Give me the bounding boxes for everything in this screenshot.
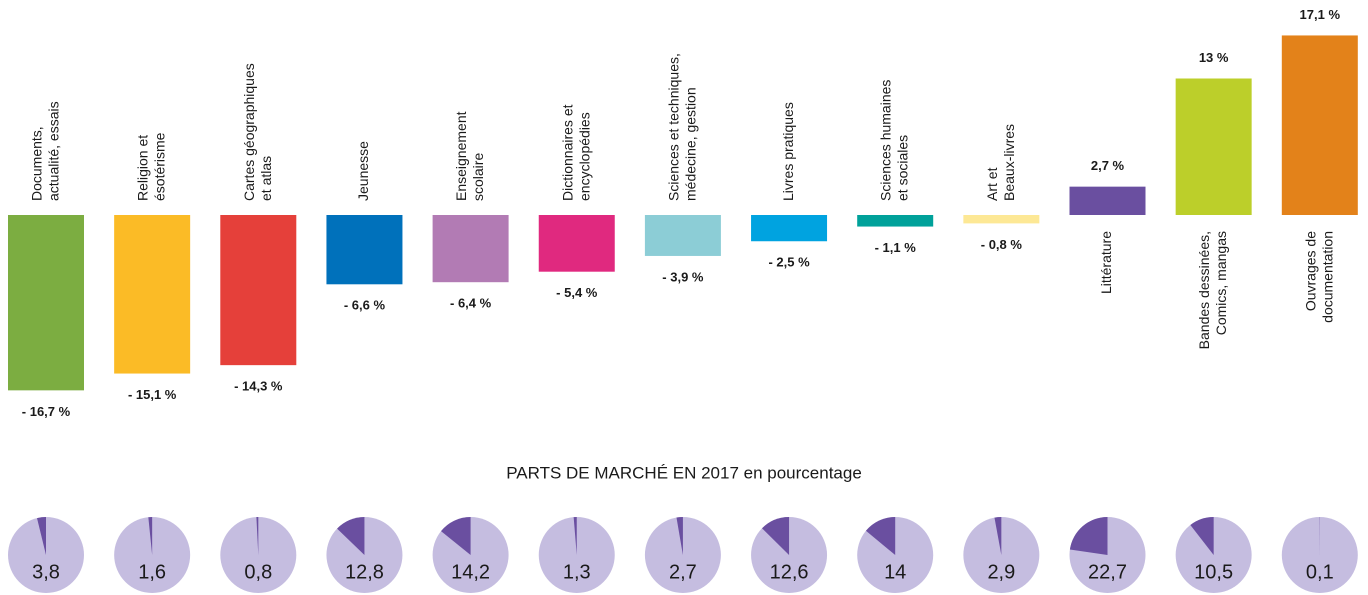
- pie-value-label: 12,6: [770, 561, 809, 583]
- category-label: Religion etésotérisme: [134, 132, 167, 201]
- category-label: Sciences et techniques,médecine, gestion: [665, 53, 698, 201]
- category-label: Cartes géographiqueset atlas: [241, 63, 274, 201]
- category-label: Dictionnaires etencyclopédies: [559, 104, 592, 201]
- label-line: et atlas: [258, 156, 274, 201]
- bar: [963, 215, 1040, 224]
- bar: [857, 215, 934, 227]
- label-line: Cartes géographiques: [241, 63, 257, 201]
- label-line: Art et: [984, 167, 1000, 201]
- label-line: Documents,: [28, 126, 44, 201]
- value-label: - 3,9 %: [662, 269, 704, 284]
- label-line: actualité, essais: [45, 101, 61, 201]
- bar: [1281, 35, 1358, 216]
- pie-slice: [994, 517, 1002, 555]
- label-line: Enseignement: [453, 111, 469, 201]
- pie-value-label: 10,5: [1194, 561, 1233, 583]
- value-label: - 14,3 %: [234, 379, 283, 394]
- label-line: Beaux-livres: [1001, 124, 1017, 201]
- pie-value-label: 14,2: [451, 561, 490, 583]
- pie-slice: [148, 517, 153, 555]
- pie-value-label: 0,1: [1306, 561, 1334, 583]
- label-line: Bandes dessinées,: [1196, 231, 1212, 349]
- bar: [8, 215, 84, 391]
- value-label: 13 %: [1199, 50, 1229, 65]
- pie-slice: [1190, 517, 1214, 555]
- value-label: - 0,8 %: [981, 237, 1023, 252]
- category-label: Enseignementscolaire: [453, 111, 486, 201]
- category-label: Art etBeaux-livres: [984, 124, 1017, 201]
- label-line: scolaire: [470, 153, 486, 201]
- bar: [751, 215, 828, 242]
- pie-slice: [256, 517, 259, 555]
- category-label: Bandes dessinées,Comics, mangas: [1196, 231, 1229, 349]
- label-line: et sociales: [894, 135, 910, 201]
- category-label: Jeunesse: [355, 141, 371, 201]
- pie-slice: [865, 517, 896, 555]
- pie-slice: [1069, 517, 1108, 555]
- value-label: - 2,5 %: [768, 255, 810, 270]
- pie-value-label: 3,8: [32, 561, 60, 583]
- pie-value-label: 1,6: [138, 561, 166, 583]
- bar: [644, 215, 721, 256]
- pie-section-title: PARTS DE MARCHÉ EN 2017 en pourcentage: [506, 463, 862, 482]
- bar: [538, 215, 615, 272]
- category-label: Sciences humaineset sociales: [877, 80, 910, 201]
- label-line: ésotérisme: [151, 132, 167, 201]
- category-label: Livres pratiques: [780, 102, 796, 201]
- label-line: médecine, gestion: [682, 87, 698, 201]
- pie-value-label: 22,7: [1088, 561, 1127, 583]
- label-line: documentation: [1319, 231, 1335, 323]
- label-line: encyclopédies: [576, 112, 592, 201]
- bar: [432, 215, 509, 283]
- value-label: - 5,4 %: [556, 285, 598, 300]
- value-label: - 16,7 %: [22, 404, 71, 419]
- category-label: Littérature: [1098, 231, 1114, 294]
- pie-value-label: 2,9: [987, 561, 1015, 583]
- value-label: - 15,1 %: [128, 387, 177, 402]
- value-label: 17,1 %: [1300, 7, 1341, 22]
- value-label: - 1,1 %: [875, 240, 917, 255]
- bar: [1175, 78, 1252, 215]
- pie-value-label: 0,8: [244, 561, 272, 583]
- bar: [114, 215, 191, 374]
- category-label: Documents,actualité, essais: [28, 101, 61, 201]
- pie-slice: [441, 517, 471, 555]
- pie-value-label: 14: [884, 561, 906, 583]
- pie-slice: [37, 517, 46, 555]
- value-label: - 6,4 %: [450, 296, 492, 311]
- label-line: Ouvrages de: [1302, 231, 1318, 311]
- pie-slice: [337, 517, 365, 555]
- label-line: Sciences humaines: [877, 80, 893, 201]
- category-label: Ouvrages dedocumentation: [1302, 231, 1335, 323]
- bar: [220, 215, 297, 366]
- pie-value-label: 12,8: [345, 561, 384, 583]
- bar: [326, 215, 403, 285]
- label-line: Sciences et techniques,: [665, 53, 681, 201]
- pie-slice: [573, 517, 577, 555]
- pie-value-label: 1,3: [563, 561, 591, 583]
- value-label: - 6,6 %: [344, 298, 386, 313]
- pie-value-label: 2,7: [669, 561, 697, 583]
- value-label: 2,7 %: [1091, 158, 1125, 173]
- bar: [1069, 186, 1146, 215]
- pie-slice: [676, 517, 683, 555]
- pie-slice: [762, 517, 790, 555]
- label-line: Comics, mangas: [1213, 231, 1229, 335]
- label-line: Religion et: [134, 135, 150, 201]
- label-line: Dictionnaires et: [559, 104, 575, 201]
